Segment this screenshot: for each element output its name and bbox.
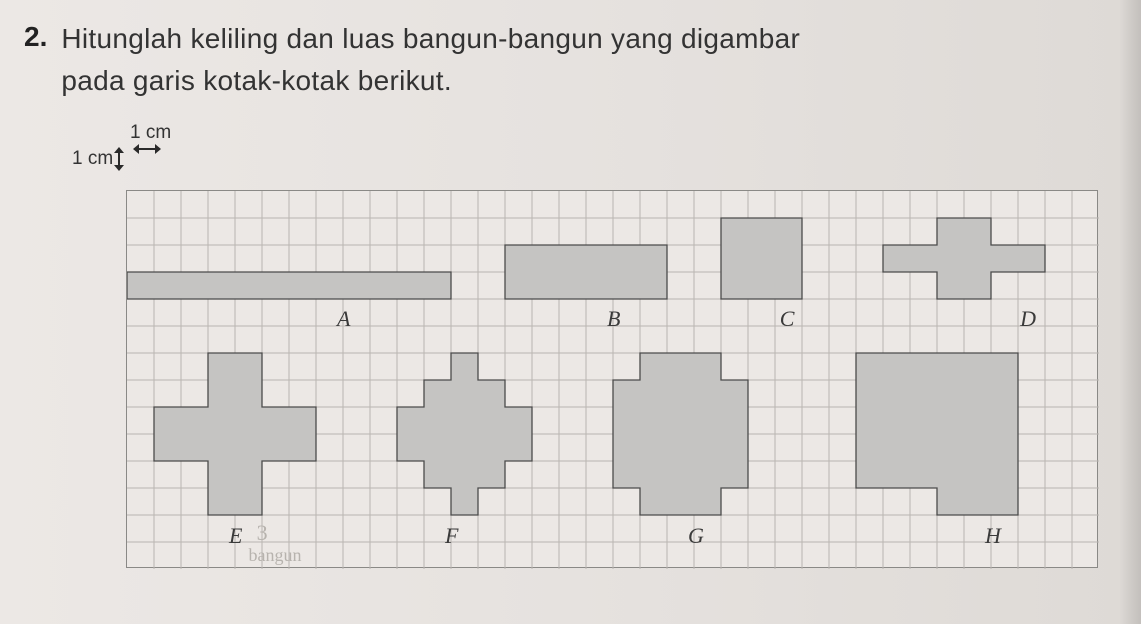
shape-label-C: C (780, 306, 795, 332)
shape-G (613, 353, 748, 515)
handwriting-three: 3 (257, 520, 268, 546)
arrow-vertical-icon (114, 148, 124, 170)
shape-D (883, 218, 1045, 299)
arrow-horizontal-icon (134, 144, 160, 154)
unit-vertical-label: 1 cm (72, 148, 113, 170)
handwriting-bangun: bangun (249, 545, 302, 566)
shape-label-G: G (688, 523, 704, 549)
shape-label-D: D (1020, 306, 1036, 332)
shape-B (505, 245, 667, 299)
shape-label-B: B (607, 306, 620, 332)
shape-label-F: F (445, 523, 458, 549)
shape-label-A: A (337, 306, 350, 332)
question-block: 2. Hitunglah keliling dan luas bangun-ba… (0, 0, 1141, 102)
shape-F (397, 353, 532, 515)
shape-label-E: E (229, 523, 242, 549)
question-line-1: Hitunglah keliling dan luas bangun-bangu… (61, 23, 800, 54)
question-line-2: pada garis kotak-kotak berikut. (61, 65, 452, 96)
unit-horizontal-label: 1 cm (130, 122, 171, 144)
shape-E (154, 353, 316, 515)
shape-H (856, 353, 1018, 515)
page-shadow (1119, 0, 1141, 624)
question-number: 2. (24, 18, 47, 56)
grid-area: A B C D E F G H 3bangun (126, 190, 1098, 568)
worksheet-page: { "question": { "number": "2.", "text_li… (0, 0, 1141, 624)
shape-label-H: H (985, 523, 1001, 549)
question-text: Hitunglah keliling dan luas bangun-bangu… (61, 18, 800, 102)
shape-A (127, 272, 451, 299)
axis-labels: 1 cm 1 cm (0, 126, 1141, 172)
shape-C (721, 218, 802, 299)
